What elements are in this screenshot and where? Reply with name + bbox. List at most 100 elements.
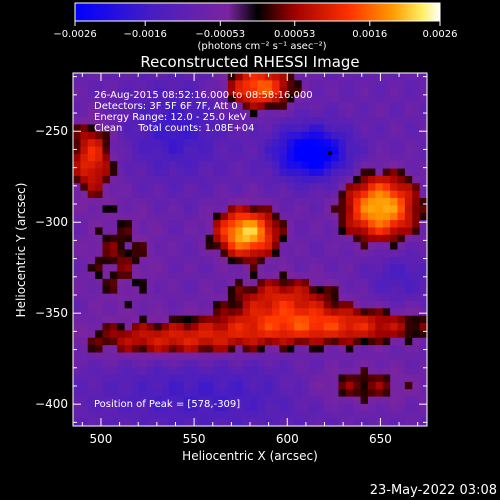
heatmap-cell: [102, 124, 111, 133]
heatmap-cell: [102, 315, 111, 324]
heatmap-cell: [191, 337, 199, 346]
heatmap-cell: [227, 293, 236, 302]
heatmap-cell: [279, 264, 288, 273]
heatmap-cell: [168, 345, 177, 354]
heatmap-cell: [331, 109, 340, 118]
heatmap-cell: [146, 117, 155, 126]
heatmap-cell: [154, 278, 163, 287]
heatmap-cell: [294, 271, 303, 280]
heatmap-cell: [338, 300, 347, 309]
heatmap-cell: [250, 198, 258, 206]
heatmap-cell: [301, 374, 310, 383]
heatmap-cell: [154, 300, 163, 309]
heatmap-cell: [117, 264, 126, 273]
heatmap-cell: [375, 389, 384, 398]
heatmap-cell: [279, 396, 288, 405]
heatmap-cell: [73, 286, 81, 295]
heatmap-cell: [227, 308, 236, 317]
heatmap-cell: [368, 293, 376, 302]
heatmap-cell: [213, 256, 222, 265]
heatmap-cell: [242, 220, 251, 229]
heatmap-cell: [154, 234, 163, 243]
heatmap-cell: [124, 139, 133, 148]
heatmap-cell: [176, 227, 185, 236]
heatmap-cell: [286, 367, 295, 376]
heatmap-cell: [102, 190, 111, 199]
heatmap-cell: [264, 367, 273, 376]
heatmap-cell: [309, 146, 317, 155]
heatmap-cell: [168, 389, 177, 398]
heatmap-cell: [168, 205, 177, 214]
heatmap-cell: [235, 87, 244, 96]
heatmap-cell: [301, 175, 310, 184]
heatmap-cell: [368, 352, 376, 361]
heatmap-cell: [323, 117, 332, 126]
heatmap-cell: [80, 73, 89, 81]
heatmap-cell: [168, 227, 177, 236]
heatmap-cell: [264, 242, 273, 251]
heatmap-cell: [117, 308, 126, 317]
heatmap-cell: [368, 139, 376, 148]
heatmap-cell: [375, 418, 384, 427]
heatmap-cell: [227, 271, 236, 280]
heatmap-cell: [272, 102, 281, 111]
heatmap-cell: [154, 80, 163, 89]
heatmap-cell: [183, 212, 192, 221]
heatmap-cell: [205, 212, 214, 221]
heatmap-cell: [176, 124, 185, 133]
heatmap-cell: [95, 117, 104, 126]
heatmap-cell: [235, 374, 244, 383]
heatmap-cell: [338, 131, 347, 140]
heatmap-cell: [139, 330, 148, 339]
heatmap-cell: [235, 146, 244, 155]
heatmap-cell: [301, 359, 310, 368]
heatmap-cell: [109, 220, 118, 229]
heatmap-cell: [360, 220, 369, 229]
heatmap-cell: [80, 264, 89, 273]
heatmap-cell: [250, 337, 258, 346]
heatmap-cell: [368, 109, 376, 118]
heatmap-cell: [360, 411, 369, 420]
heatmap-cell: [146, 242, 155, 251]
heatmap-cell: [404, 352, 413, 361]
heatmap-cell: [168, 381, 177, 390]
heatmap-cell: [139, 234, 148, 243]
heatmap-cell: [419, 403, 428, 412]
heatmap-cell: [242, 352, 251, 361]
heatmap-cell: [168, 117, 177, 126]
heatmap-cell: [412, 139, 421, 148]
heatmap-cell: [95, 234, 104, 243]
heatmap-cell: [250, 168, 258, 177]
heatmap-cell: [124, 293, 133, 302]
heatmap-cell: [382, 330, 391, 339]
heatmap-cell: [213, 403, 222, 412]
heatmap-cell: [191, 131, 199, 140]
heatmap-cell: [360, 198, 369, 206]
heatmap-cell: [382, 183, 391, 192]
heatmap-cell: [183, 87, 192, 96]
heatmap-cell: [264, 146, 273, 155]
heatmap-cell: [146, 264, 155, 273]
heatmap-cell: [272, 271, 281, 280]
heatmap-cell: [286, 205, 295, 214]
heatmap-cell: [95, 256, 104, 265]
heatmap-cell: [198, 293, 207, 302]
heatmap-cell: [139, 396, 148, 405]
heatmap-cell: [220, 381, 229, 390]
heatmap-cell: [412, 337, 421, 346]
heatmap-cell: [102, 264, 111, 273]
heatmap-cell: [301, 308, 310, 317]
heatmap-cell: [338, 308, 347, 317]
heatmap-cell: [80, 315, 89, 324]
heatmap-cell: [117, 234, 126, 243]
heatmap-cell: [183, 102, 192, 111]
heatmap-cell: [168, 264, 177, 273]
heatmap-cell: [264, 323, 273, 331]
heatmap-cell: [95, 242, 104, 251]
heatmap-cell: [191, 175, 199, 184]
heatmap-cell: [213, 198, 222, 206]
heatmap-cell: [412, 264, 421, 273]
heatmap-cell: [382, 389, 391, 398]
timestamp: 23-May-2022 03:08: [370, 483, 497, 498]
heatmap-cell: [316, 249, 325, 258]
